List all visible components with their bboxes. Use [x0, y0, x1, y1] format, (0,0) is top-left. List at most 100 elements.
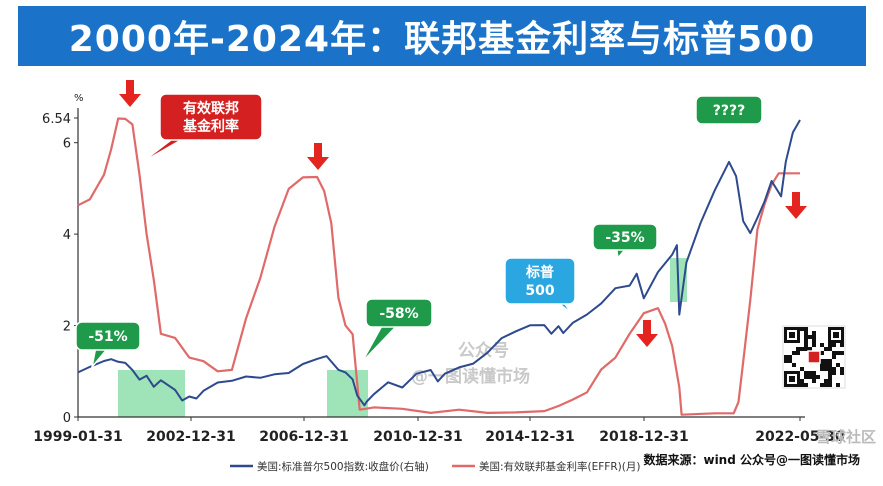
- qr-module: [828, 343, 832, 347]
- x-tick-label: 1999-01-31: [33, 429, 123, 445]
- qr-module: [828, 379, 832, 383]
- x-tick-label: 2018-12-31: [599, 429, 689, 445]
- qr-module: [836, 351, 840, 355]
- qr-module: [820, 359, 824, 363]
- callout-text: -51%: [88, 329, 127, 345]
- qr-module: [808, 371, 812, 375]
- qr-module: [804, 339, 808, 343]
- qr-module: [804, 371, 808, 375]
- qr-module: [792, 351, 796, 355]
- qr-module: [836, 383, 840, 387]
- qr-module: [824, 347, 828, 351]
- qr-module: [828, 359, 832, 363]
- shaded-period: [118, 370, 185, 417]
- qr-module: [796, 351, 800, 355]
- qr-module: [824, 359, 828, 363]
- qr-module: [824, 363, 828, 367]
- callout-text: -35%: [605, 230, 644, 246]
- qr-module: [840, 343, 844, 347]
- qr-module: [788, 355, 792, 359]
- y-tick-label: 6: [63, 137, 71, 152]
- qr-module: [832, 355, 836, 359]
- y-tick-label: 4: [63, 228, 71, 243]
- watermark-line1: 公众号: [458, 340, 509, 361]
- qr-module: [820, 351, 824, 355]
- down-arrow-2007: [307, 143, 329, 170]
- qr-module: [812, 331, 816, 335]
- qr-module: [808, 335, 812, 339]
- qr-module: [828, 383, 832, 387]
- callout-minus58: -58%: [361, 298, 433, 363]
- callout-box: [159, 93, 263, 141]
- qr-module: [832, 371, 836, 375]
- callout-text: ????: [713, 103, 745, 119]
- qr-module: [800, 383, 804, 387]
- qr-module: [816, 375, 820, 379]
- watermark-line2: @一图读懂市场: [411, 366, 530, 387]
- x-tick-label: 2022-05-30: [755, 429, 845, 445]
- qr-module: [820, 367, 824, 371]
- corner-watermark: 雪球社区: [816, 428, 876, 446]
- qr-module: [804, 343, 808, 347]
- callout-box: [75, 321, 141, 351]
- callout-box: [695, 95, 763, 125]
- qr-module: [784, 355, 788, 359]
- qr-module: [812, 379, 816, 383]
- qr-finder-core: [789, 332, 795, 338]
- callout-box: [504, 257, 576, 305]
- qr-module: [836, 363, 840, 367]
- qr-code-icon: [782, 325, 846, 389]
- callout-text: 500: [525, 283, 554, 299]
- callout-box: [365, 298, 433, 328]
- x-tick-label: 2002-12-31: [146, 429, 236, 445]
- qr-finder-core: [833, 332, 839, 338]
- qr-module: [824, 383, 828, 387]
- rate-series-line: [77, 117, 800, 416]
- qr-module: [824, 367, 828, 371]
- legend-label-rate: 美国:有效联邦基金利率(EFFR)(月): [479, 460, 640, 473]
- qr-module: [812, 343, 816, 347]
- down-arrow-2019: [636, 320, 658, 347]
- y-tick-label: 6.54: [42, 112, 71, 127]
- qr-module: [800, 347, 804, 351]
- callout-text: 标普: [525, 264, 554, 281]
- qr-module: [824, 379, 828, 383]
- callout-box: [592, 223, 658, 251]
- qr-module: [820, 363, 824, 367]
- qr-module: [812, 375, 816, 379]
- qr-module: [784, 359, 788, 363]
- qr-module: [812, 371, 816, 375]
- qr-module: [796, 347, 800, 351]
- qr-module: [800, 327, 804, 331]
- qr-module: [820, 343, 824, 347]
- callout-minus51: -51%: [75, 321, 141, 370]
- chart-title: 2000年-2024年：联邦基金利率与标普500: [18, 6, 866, 66]
- qr-module: [804, 383, 808, 387]
- qr-module: [804, 375, 808, 379]
- qr-module: [812, 339, 816, 343]
- down-arrow-2024: [785, 192, 807, 219]
- qr-module: [832, 351, 836, 355]
- down-arrow-2000: [119, 80, 141, 107]
- qr-module: [832, 343, 836, 347]
- qr-finder-core: [789, 376, 795, 382]
- qr-module: [804, 335, 808, 339]
- y-unit-label: %: [74, 93, 84, 104]
- qr-module: [800, 379, 804, 383]
- qr-logo: [807, 350, 821, 364]
- callout-text: -58%: [379, 306, 418, 322]
- qr-module: [840, 367, 844, 371]
- qr-module: [804, 347, 808, 351]
- callout-rate: 有效联邦基金利率: [140, 93, 263, 164]
- qr-module: [828, 363, 832, 367]
- qr-module: [812, 335, 816, 339]
- legend-label-sp500: 美国:标准普尔500指数:收盘价(右轴): [257, 460, 429, 473]
- qr-module: [800, 367, 804, 371]
- qr-module: [808, 347, 812, 351]
- source-note: 数据来源：wind 公众号@一图读懂市场: [643, 452, 860, 467]
- callout-question: ????: [695, 95, 786, 125]
- qr-module: [828, 371, 832, 375]
- x-tick-label: 2006-12-31: [259, 429, 349, 445]
- qr-module: [840, 351, 844, 355]
